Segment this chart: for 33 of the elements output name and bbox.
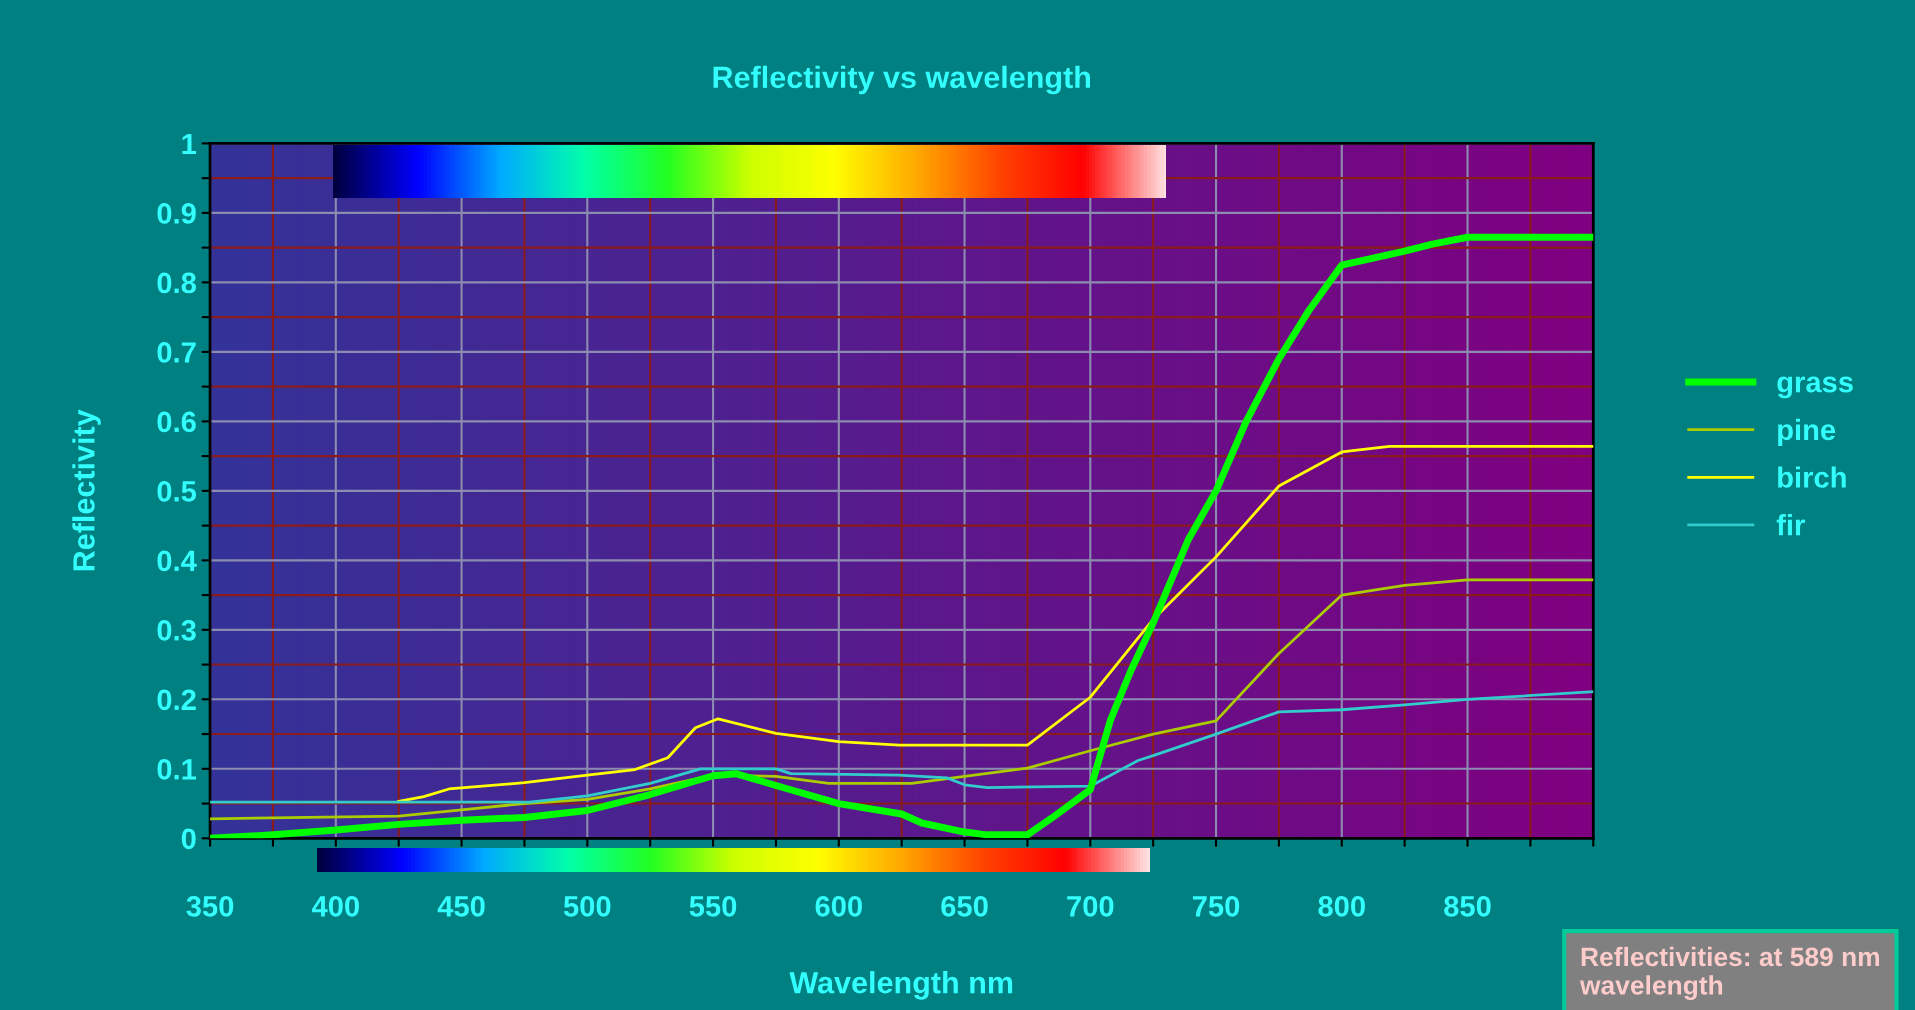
chart-title: Reflectivity vs wavelength xyxy=(713,65,1090,95)
y-tick-label: 0.9 xyxy=(157,203,196,224)
y-tick-label: 0.7 xyxy=(157,342,196,363)
x-tick-label: 600 xyxy=(815,896,862,917)
x-tick-label: 700 xyxy=(1067,896,1114,917)
legend-label: birch xyxy=(1778,466,1846,488)
x-tick-label: 850 xyxy=(1444,896,1491,917)
legend-label: pine xyxy=(1778,418,1836,446)
text: Reflectivities: at 589 nm wavelength xyxy=(1579,946,1880,1000)
legend-label: fir xyxy=(1776,513,1805,536)
x-tick-label: 800 xyxy=(1318,896,1365,917)
y-tick-label: 0.4 xyxy=(157,550,197,572)
y-axis-title: Reflectivity xyxy=(72,409,101,571)
legend-label: grass xyxy=(1777,376,1853,399)
x-tick-label: 450 xyxy=(437,896,485,917)
x-tick-label: 650 xyxy=(941,896,988,917)
y-tick-label: 0.1 xyxy=(157,759,197,780)
y-tick-label: 0.5 xyxy=(157,481,197,502)
y-tick-label: 1 xyxy=(182,133,197,154)
y-tick-label: 0.2 xyxy=(157,689,196,711)
x-axis-title: Wavelength nm xyxy=(789,971,1013,1000)
x-tick-label: 550 xyxy=(689,896,737,917)
line-series xyxy=(210,578,1594,821)
line-series xyxy=(210,690,1594,804)
x-tick-label: 750 xyxy=(1192,896,1240,917)
y-tick-label: 0.3 xyxy=(157,620,196,641)
x-tick-label: 500 xyxy=(563,896,611,917)
x-tick-label: 400 xyxy=(311,896,359,917)
line-series xyxy=(397,445,1594,803)
y-tick-label: 0 xyxy=(181,828,196,850)
y-tick-label: 0.6 xyxy=(157,411,196,433)
y-tick-label: 0.8 xyxy=(157,272,196,294)
x-tick-label: 350 xyxy=(186,896,234,917)
